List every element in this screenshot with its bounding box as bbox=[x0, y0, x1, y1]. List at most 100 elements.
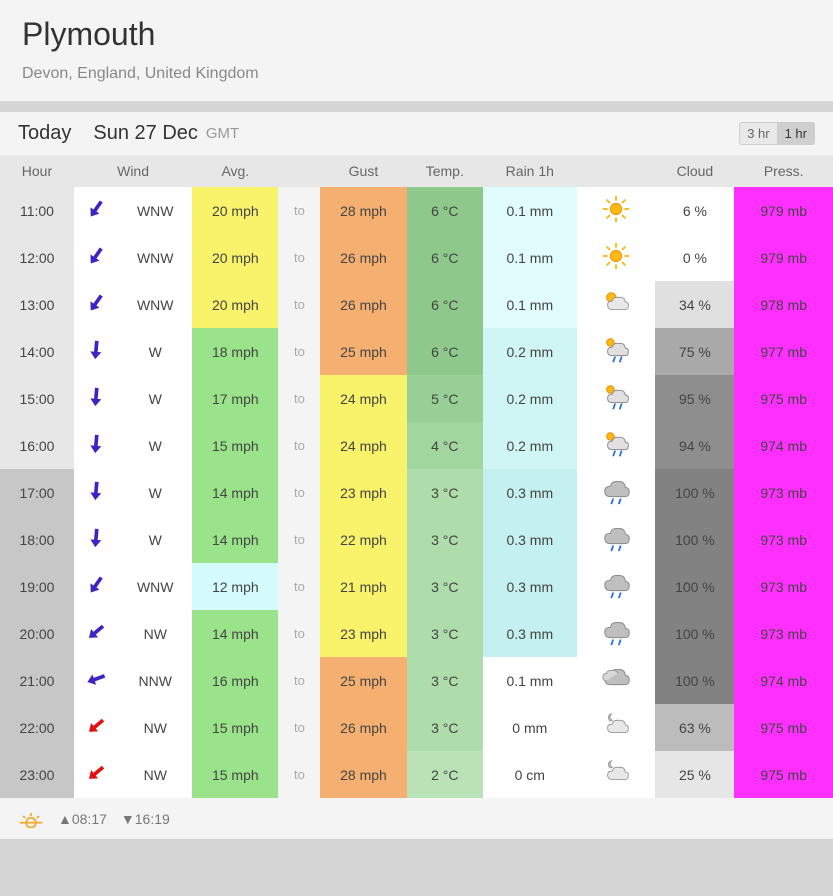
cell-weather bbox=[577, 610, 656, 657]
sunset-value: ▼16:19 bbox=[121, 811, 170, 827]
cell-weather bbox=[577, 422, 656, 469]
cell-avg: 14 mph bbox=[192, 516, 278, 563]
col-weather bbox=[577, 155, 656, 187]
table-row: 13:00WNW20 mphto26 mph6 °C0.1 mm34 %978 … bbox=[0, 281, 833, 328]
table-row: 18:00W14 mphto22 mph3 °C0.3 mm100 %973 m… bbox=[0, 516, 833, 563]
weather-icon bbox=[599, 775, 633, 791]
cell-gust: 23 mph bbox=[320, 469, 406, 516]
location-header: Plymouth Devon, England, United Kingdom bbox=[0, 0, 833, 102]
cell-cloud: 100 % bbox=[655, 657, 734, 704]
cell-rain: 0.1 mm bbox=[483, 657, 577, 704]
wind-arrow-icon bbox=[81, 570, 112, 601]
cell-to: to bbox=[278, 281, 320, 328]
cell-wind-dir: WNW bbox=[118, 281, 192, 328]
cell-gust: 25 mph bbox=[320, 657, 406, 704]
cell-hour: 18:00 bbox=[0, 516, 74, 563]
cell-hour: 15:00 bbox=[0, 375, 74, 422]
interval-3hr-button[interactable]: 3 hr bbox=[739, 122, 776, 145]
col-rain: Rain 1h bbox=[483, 155, 577, 187]
wind-arrow-icon bbox=[84, 526, 108, 550]
cell-temp: 3 °C bbox=[407, 610, 483, 657]
cell-press: 974 mb bbox=[734, 657, 833, 704]
cell-press: 979 mb bbox=[734, 187, 833, 234]
day-header: Today Sun 27 Dec GMT 3 hr 1 hr bbox=[0, 112, 833, 155]
cell-gust: 24 mph bbox=[320, 375, 406, 422]
cell-wind-dir: WNW bbox=[118, 234, 192, 281]
weather-icon bbox=[599, 211, 633, 227]
cell-gust: 28 mph bbox=[320, 187, 406, 234]
cell-avg: 15 mph bbox=[192, 704, 278, 751]
cell-to: to bbox=[278, 422, 320, 469]
cell-press: 973 mb bbox=[734, 469, 833, 516]
cell-weather bbox=[577, 234, 656, 281]
cell-press: 973 mb bbox=[734, 563, 833, 610]
cell-to: to bbox=[278, 187, 320, 234]
cell-rain: 0.3 mm bbox=[483, 563, 577, 610]
cell-wind-arrow bbox=[74, 234, 118, 281]
cell-press: 973 mb bbox=[734, 610, 833, 657]
cell-avg: 14 mph bbox=[192, 610, 278, 657]
table-row: 20:00NW14 mphto23 mph3 °C0.3 mm100 %973 … bbox=[0, 610, 833, 657]
cell-avg: 20 mph bbox=[192, 234, 278, 281]
cell-wind-arrow bbox=[74, 563, 118, 610]
table-header-row: Hour Wind Avg. Gust Temp. Rain 1h Cloud … bbox=[0, 155, 833, 187]
wind-arrow-icon bbox=[84, 385, 108, 409]
weather-icon bbox=[599, 258, 633, 274]
cell-gust: 24 mph bbox=[320, 422, 406, 469]
interval-1hr-button[interactable]: 1 hr bbox=[777, 122, 815, 145]
cell-avg: 17 mph bbox=[192, 375, 278, 422]
cell-avg: 20 mph bbox=[192, 281, 278, 328]
cell-wind-arrow bbox=[74, 328, 118, 375]
cell-gust: 28 mph bbox=[320, 751, 406, 798]
col-wind: Wind bbox=[74, 155, 192, 187]
cell-temp: 2 °C bbox=[407, 751, 483, 798]
cell-cloud: 0 % bbox=[655, 234, 734, 281]
cell-hour: 16:00 bbox=[0, 422, 74, 469]
weather-icon bbox=[599, 728, 633, 744]
cell-hour: 13:00 bbox=[0, 281, 74, 328]
cell-temp: 3 °C bbox=[407, 704, 483, 751]
sun-times-row: ▲08:17 ▼16:19 bbox=[0, 798, 833, 839]
col-gust: Gust bbox=[320, 155, 406, 187]
cell-wind-dir: W bbox=[118, 469, 192, 516]
cell-cloud: 95 % bbox=[655, 375, 734, 422]
cell-weather bbox=[577, 328, 656, 375]
cell-wind-dir: NW bbox=[118, 610, 192, 657]
timezone-label: GMT bbox=[206, 125, 239, 142]
cell-avg: 20 mph bbox=[192, 187, 278, 234]
wind-arrow-icon bbox=[81, 711, 112, 742]
col-press: Press. bbox=[734, 155, 833, 187]
col-to bbox=[278, 155, 320, 187]
cell-wind-arrow bbox=[74, 657, 118, 704]
cell-temp: 6 °C bbox=[407, 234, 483, 281]
sunrise-icon bbox=[18, 806, 44, 831]
cell-to: to bbox=[278, 516, 320, 563]
table-row: 23:00NW15 mphto28 mph2 °C0 cm25 %975 mb bbox=[0, 751, 833, 798]
cell-wind-dir: WNW bbox=[118, 187, 192, 234]
cell-wind-dir: WNW bbox=[118, 563, 192, 610]
cell-rain: 0.3 mm bbox=[483, 610, 577, 657]
cell-press: 979 mb bbox=[734, 234, 833, 281]
day-date: Sun 27 Dec bbox=[93, 122, 198, 145]
cell-wind-dir: NW bbox=[118, 704, 192, 751]
cell-wind-arrow bbox=[74, 516, 118, 563]
wind-arrow-icon bbox=[84, 432, 108, 456]
cell-cloud: 100 % bbox=[655, 516, 734, 563]
cell-cloud: 100 % bbox=[655, 563, 734, 610]
cell-press: 975 mb bbox=[734, 375, 833, 422]
cell-rain: 0.1 mm bbox=[483, 187, 577, 234]
forecast-card: Today Sun 27 Dec GMT 3 hr 1 hr Hour Wind… bbox=[0, 112, 833, 839]
cell-rain: 0.3 mm bbox=[483, 516, 577, 563]
cell-rain: 0.3 mm bbox=[483, 469, 577, 516]
cell-cloud: 34 % bbox=[655, 281, 734, 328]
cell-gust: 26 mph bbox=[320, 234, 406, 281]
cell-hour: 23:00 bbox=[0, 751, 74, 798]
wind-arrow-icon bbox=[81, 241, 112, 272]
cell-wind-dir: W bbox=[118, 375, 192, 422]
cell-temp: 4 °C bbox=[407, 422, 483, 469]
table-row: 11:00WNW20 mphto28 mph6 °C0.1 mm6 %979 m… bbox=[0, 187, 833, 234]
cell-temp: 3 °C bbox=[407, 657, 483, 704]
wind-arrow-icon bbox=[84, 338, 108, 362]
cell-press: 973 mb bbox=[734, 516, 833, 563]
weather-icon bbox=[599, 352, 633, 368]
